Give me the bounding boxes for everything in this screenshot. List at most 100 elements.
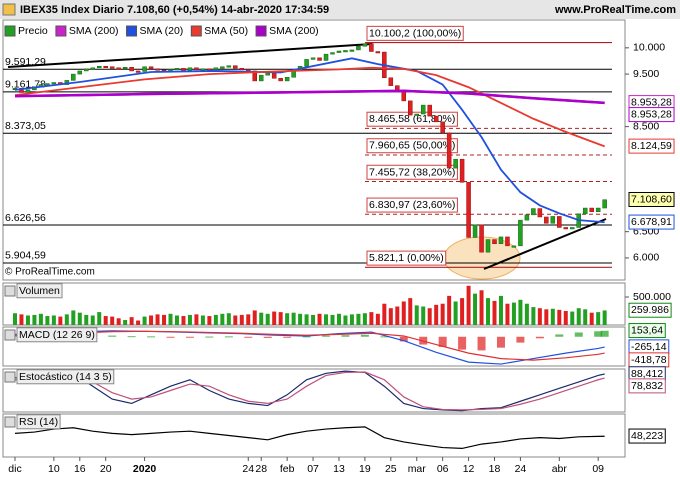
fibonacci-label: 6.830,97 (23,60%) [369,199,455,211]
volume-bar [589,312,594,325]
macd-histogram-bar [244,336,253,338]
volume-bar [421,306,426,325]
volume-bar [466,285,471,325]
panel-icon [4,329,16,341]
volume-bar [550,308,555,325]
volume-bar [32,314,37,325]
end-value-label: 153,64 [631,325,663,337]
header-bar [0,0,680,19]
volume-bar [136,320,141,325]
macd-histogram-bar [380,336,389,338]
candle [531,208,536,216]
macd-histogram-bar [341,335,350,337]
volume-bar [174,315,179,325]
volume-bar [12,313,17,325]
candle [226,65,232,68]
header-icon [2,3,16,16]
candle [466,182,471,238]
candle [505,236,510,247]
candle [45,83,50,86]
candle [284,77,290,82]
x-tick-label: 10 [48,463,60,475]
macd-histogram-bar [600,330,609,337]
x-tick-label: 19 [359,463,371,475]
volume-bar [498,295,503,325]
end-value-label: 8.124,59 [631,140,672,152]
volume-bar [544,309,549,325]
volume-bar [97,312,102,325]
volume-bar [311,314,316,325]
candle [602,199,607,209]
volume-bar [440,303,445,325]
volume-bar [583,309,588,325]
legend-swatch [190,25,202,37]
volume-bar [317,313,322,325]
end-value-label: -418,78 [631,354,667,366]
label-box [16,283,63,299]
candle [595,207,601,212]
indicator-line [14,371,605,411]
candle [278,78,283,82]
candle [589,207,594,212]
label-box [628,302,672,318]
end-value-label: 48,223 [631,430,663,442]
volume-bar [479,290,484,325]
volume-bar [362,313,367,325]
panel-icon [4,416,16,428]
volume-bar [453,301,458,325]
volume-bar [408,298,413,325]
end-value-label: 6.678,91 [631,216,672,228]
candle [317,57,322,61]
candle [375,51,381,54]
end-value-label: 8.953,28 [631,109,672,121]
y-tick-label: 6.000 [633,252,659,264]
candle [440,121,445,134]
volume-bar [187,314,192,325]
macd-histogram-bar [399,336,408,342]
label-box [628,191,675,207]
legend-swatch [55,25,67,37]
candle [109,66,115,69]
volume-bar [38,313,43,325]
volume-bar [492,300,497,325]
candle [349,49,355,52]
volume-bar [563,311,568,325]
volume-bar [259,312,264,325]
fibonacci-label: 8.465,58 (61,80%) [369,113,455,125]
candle [51,82,57,85]
candle [544,216,549,224]
candle [459,158,465,183]
volume-bar [369,312,374,325]
x-tick-label: 09 [592,463,604,475]
label-box [628,138,675,154]
indicator-line [14,370,605,412]
candle [472,224,478,238]
volume-bar [388,308,393,325]
header-title: IBEX35 Index Diario 7.108,60 (+0,54%) 14… [20,4,329,16]
label-box [366,25,464,41]
macd-histogram-bar [535,336,544,339]
label-box [16,369,115,385]
candle [246,69,251,72]
panel-title: Volumen [19,285,60,297]
volume-bar [511,302,516,325]
candle [582,207,588,215]
macd-histogram-bar [185,336,194,338]
candle [557,216,562,228]
candle [446,132,452,169]
fibonacci-label: 7.960,65 (50,00%) [369,140,455,152]
macd-histogram-bar [166,336,175,338]
candle [304,59,309,67]
fibonacci-label: 10.100,2 (100,00%) [369,27,461,39]
macd-histogram-bar [477,336,486,351]
candle [336,50,342,53]
macd-histogram-bar [438,336,447,347]
candle [187,67,193,71]
candle [420,104,426,115]
end-value-label: 8.953,28 [631,97,672,109]
volume-bar [356,313,361,325]
volume-bar [213,314,218,325]
candle [90,67,95,70]
x-tick-label: 16 [74,463,86,475]
